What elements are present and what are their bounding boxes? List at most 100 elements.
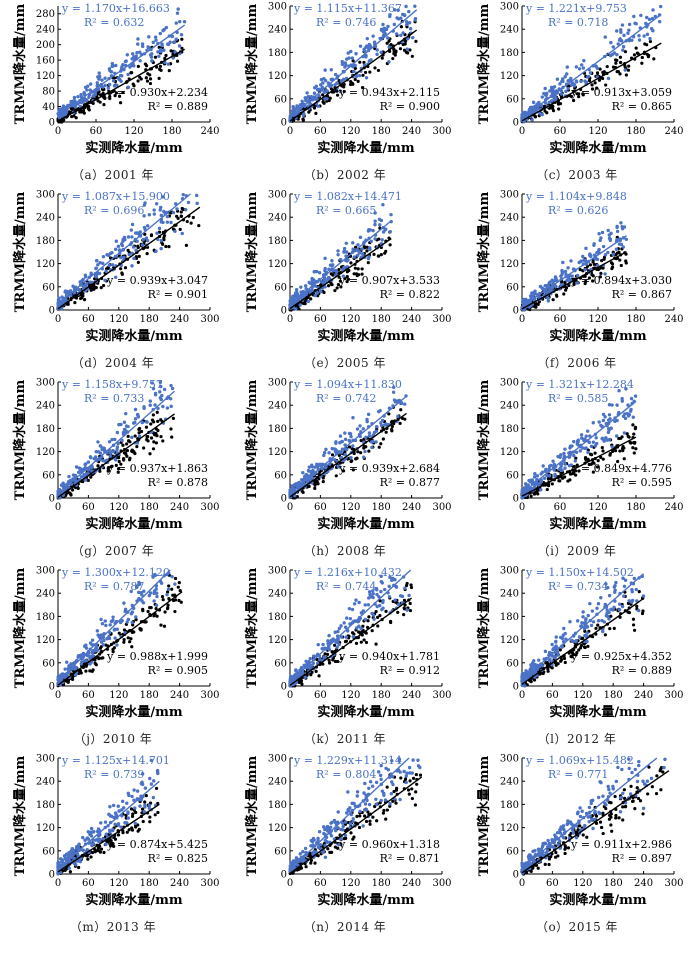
measured-point <box>136 245 140 250</box>
measured-point <box>550 482 554 486</box>
trmm-point <box>401 31 405 35</box>
measured-r-squared: R² = 0.595 <box>612 476 672 489</box>
trmm-point <box>340 62 345 67</box>
trmm-point <box>601 418 606 423</box>
measured-point <box>617 250 621 254</box>
measured-point <box>102 103 106 107</box>
measured-point <box>388 243 392 247</box>
trmm-point <box>580 63 584 67</box>
trmm-point <box>93 274 98 278</box>
trmm-point <box>568 620 572 624</box>
measured-point <box>103 96 107 100</box>
measured-point <box>120 272 124 276</box>
measured-point <box>629 441 633 445</box>
measured-point <box>631 617 636 621</box>
trmm-point <box>72 95 77 100</box>
y-axis-label: TRMM降水量/mm <box>476 568 492 689</box>
measured-point <box>601 266 605 270</box>
trmm-point <box>114 63 118 68</box>
trmm-point <box>147 35 151 39</box>
trmm-point <box>379 421 383 425</box>
trmm-point <box>600 230 605 235</box>
y-axis-label: TRMM降水量/mm <box>244 192 260 313</box>
measured-point <box>88 669 92 673</box>
measured-point <box>609 614 613 618</box>
x-tick-label: 60 <box>82 314 95 325</box>
measured-equation: y = 0.939x+2.684 <box>338 462 440 475</box>
measured-point <box>152 440 156 444</box>
trmm-point <box>548 89 552 93</box>
trmm-point <box>336 629 340 634</box>
trmm-point <box>311 654 316 658</box>
trmm-point <box>107 82 112 87</box>
trmm-point <box>323 256 327 261</box>
x-tick-label: 60 <box>314 314 327 325</box>
trmm-point <box>585 631 589 635</box>
trmm-point <box>194 193 199 198</box>
measured-point <box>108 94 112 99</box>
measured-point <box>632 53 637 57</box>
trmm-point <box>590 609 595 613</box>
trmm-point <box>323 285 327 289</box>
trmm-point <box>76 102 80 106</box>
trmm-point <box>69 662 73 666</box>
trmm-point <box>610 445 614 449</box>
trmm-point <box>149 55 154 59</box>
trmm-point <box>607 427 611 431</box>
measured-point <box>403 42 407 46</box>
measured-point <box>353 266 357 270</box>
trmm-point <box>599 596 603 600</box>
y-tick-label: 60 <box>42 658 55 669</box>
trmm-point <box>366 412 371 417</box>
y-tick-label: 0 <box>513 682 519 693</box>
trmm-point <box>315 291 320 295</box>
trmm-point <box>68 289 73 293</box>
panel-caption: （f）2006 年 <box>537 356 617 370</box>
trmm-point <box>632 14 636 19</box>
measured-point <box>170 435 174 439</box>
measured-point <box>590 83 594 87</box>
measured-point <box>149 233 154 237</box>
y-tick-label: 120 <box>268 447 287 458</box>
measured-point <box>582 645 587 649</box>
x-tick-label: 0 <box>55 314 61 325</box>
measured-point <box>351 82 355 86</box>
trmm-point <box>413 4 417 8</box>
measured-point <box>551 109 556 113</box>
trmm-point <box>599 423 603 428</box>
measured-point <box>137 426 142 431</box>
trmm-point <box>554 635 558 639</box>
trmm-point <box>299 672 303 677</box>
measured-point <box>587 78 592 83</box>
measured-point <box>363 246 367 250</box>
trmm-point <box>160 393 164 398</box>
trmm-point <box>166 42 171 47</box>
measured-point <box>322 290 326 295</box>
trmm-point <box>154 591 159 595</box>
trmm-point <box>554 284 558 289</box>
trmm-point <box>299 285 303 289</box>
trmm-point <box>305 91 309 95</box>
trmm-point <box>648 36 652 41</box>
measured-equation: y = 0.940x+1.781 <box>338 650 440 663</box>
measured-point <box>159 68 163 72</box>
measured-point <box>646 54 650 59</box>
trmm-point <box>607 437 612 442</box>
trmm-point <box>530 661 535 665</box>
measured-r-squared: R² = 0.905 <box>148 664 208 677</box>
measured-point <box>588 263 593 267</box>
measured-point <box>562 656 567 661</box>
trmm-point <box>381 22 385 27</box>
trmm-point <box>399 33 403 38</box>
x-tick-label: 180 <box>140 878 159 889</box>
measured-equation: y = 0.988x+1.999 <box>106 650 208 663</box>
trmm-point <box>574 450 579 454</box>
trmm-point <box>304 659 308 664</box>
measured-point <box>191 215 195 220</box>
trmm-point <box>142 589 146 593</box>
x-tick-label: 180 <box>372 314 391 325</box>
measured-point <box>144 794 148 798</box>
measured-point <box>388 619 393 624</box>
